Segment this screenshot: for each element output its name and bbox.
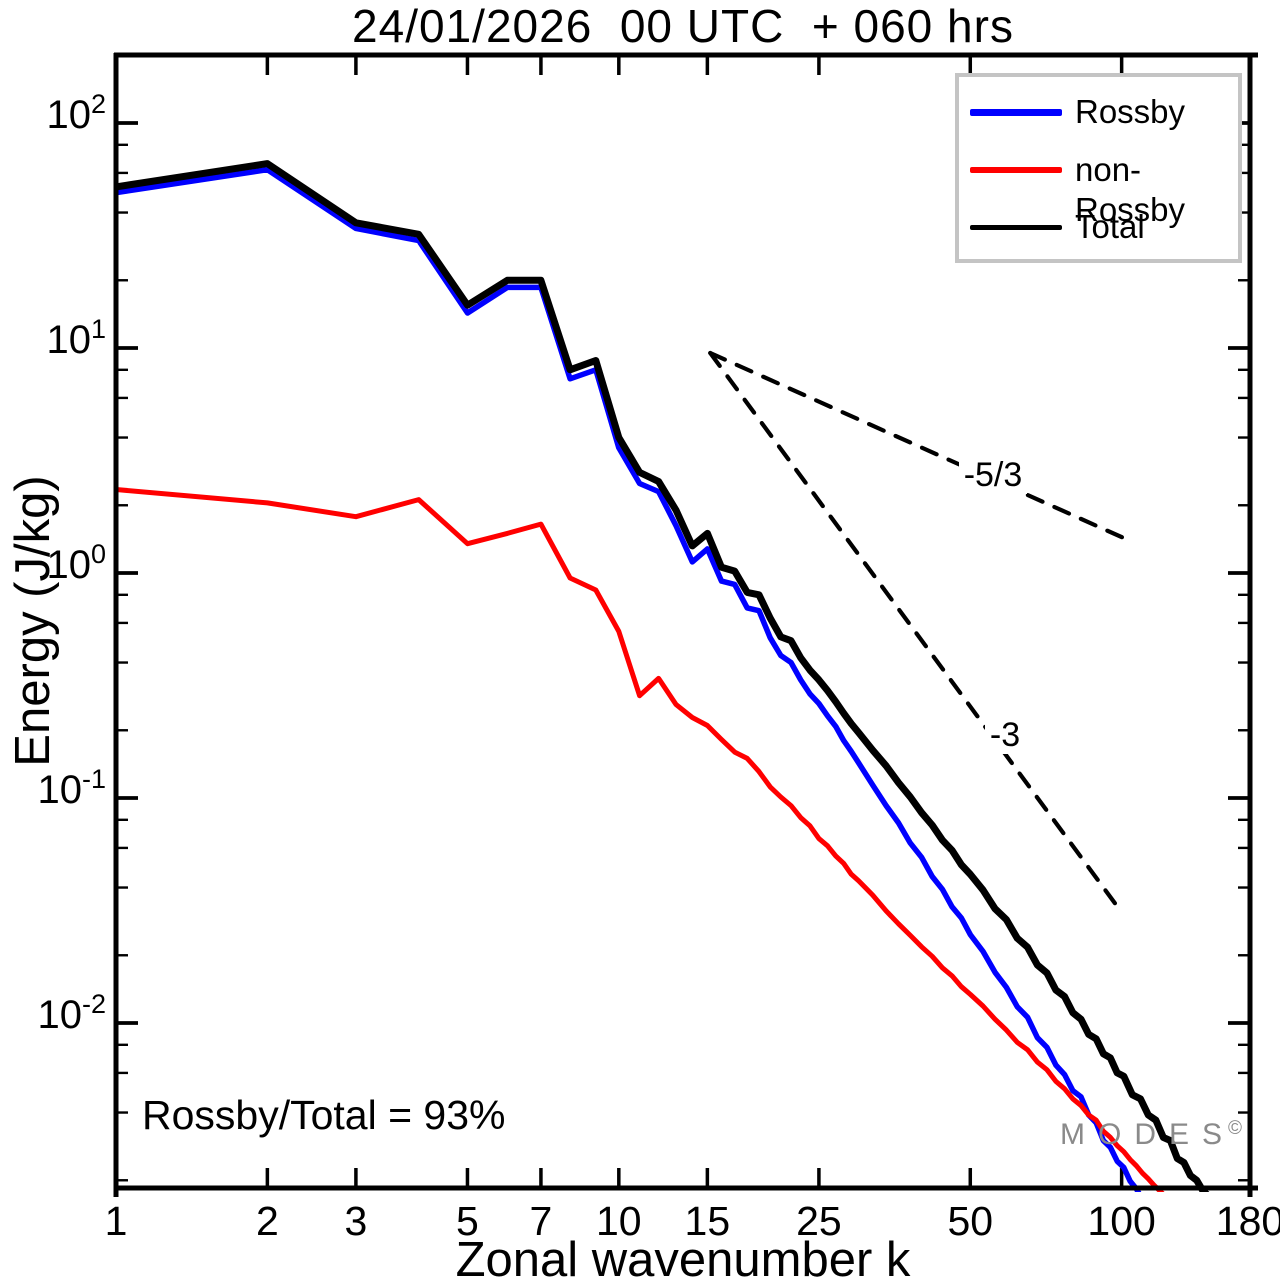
- slope-3-label: -3: [935, 716, 1075, 755]
- y-tick-label: 10-1: [37, 764, 106, 812]
- x-tick-label: 1: [104, 1198, 128, 1244]
- x-tick-label: 10: [596, 1198, 642, 1244]
- modes-watermark: MODES: [1060, 1118, 1236, 1151]
- y-axis-label: Energy (J/kg): [6, 475, 60, 767]
- series-non-rossby-line: [116, 487, 1165, 1192]
- copyright-icon: ©: [1228, 1118, 1242, 1139]
- x-tick-label: 50: [947, 1198, 994, 1244]
- total-line-swatch: [970, 225, 1062, 230]
- y-tick-label: 102: [46, 89, 106, 137]
- x-tick-label: 180: [1215, 1198, 1280, 1244]
- x-axis-label: Zonal wavenumber k: [455, 1233, 911, 1281]
- non-rossby-line-swatch: [970, 167, 1062, 173]
- rossby-total-ratio-text: Rossby/Total = 93%: [142, 1092, 506, 1138]
- legend-item-rossby: Rossby: [959, 92, 1238, 132]
- series-rossby-line: [116, 166, 1142, 1192]
- slope-5-3-label: -5/3: [923, 456, 1063, 495]
- x-tick-label: 3: [344, 1198, 368, 1244]
- y-tick-label: 100: [46, 539, 106, 587]
- series-total-line: [116, 160, 1210, 1192]
- legend-item-total: Total: [959, 207, 1238, 247]
- legend-label-rossby: Rossby: [1075, 93, 1186, 130]
- slope-3-line: [708, 350, 1120, 909]
- legend-label-total: Total: [1075, 208, 1145, 245]
- y-tick-label: 10-2: [37, 989, 106, 1037]
- x-tick-label: 15: [684, 1198, 731, 1244]
- x-tick-label: 100: [1087, 1198, 1156, 1244]
- x-tick-label: 25: [796, 1198, 842, 1244]
- y-tick-label: 101: [46, 314, 106, 362]
- rossby-line-swatch: [970, 109, 1062, 116]
- legend-label-non-rossby: non-Rossby: [1075, 151, 1186, 228]
- x-tick-label: 7: [529, 1198, 553, 1244]
- x-tick-label: 2: [255, 1198, 279, 1244]
- slope-5-3-line: [708, 350, 1126, 541]
- legend-box: Rossby non-Rossby Total: [955, 73, 1242, 263]
- x-tick-label: 5: [456, 1198, 479, 1244]
- legend-item-non-rossby: non-Rossby: [959, 150, 1238, 228]
- plot-title: 24/01/2026 00 UTC + 060 hrs: [352, 0, 1014, 52]
